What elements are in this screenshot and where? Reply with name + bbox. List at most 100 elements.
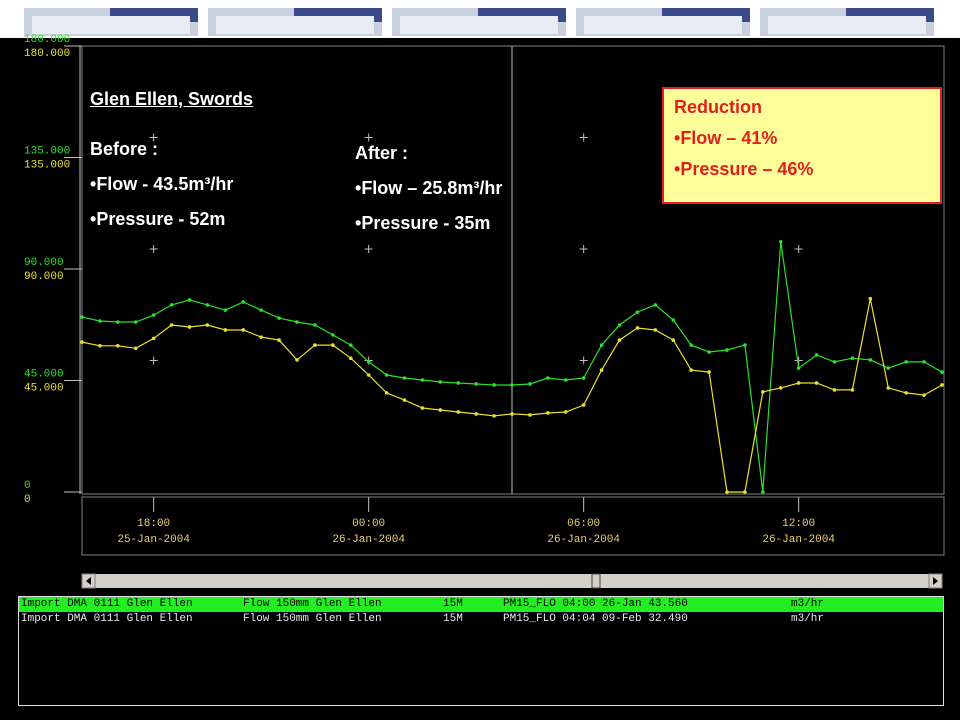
point <box>116 320 120 324</box>
point <box>617 323 622 327</box>
point <box>546 411 550 415</box>
point <box>922 360 926 364</box>
point <box>832 360 837 364</box>
table-row[interactable]: Import DMA 0111 Glen Ellen Flow 150mm Gle… <box>19 597 943 612</box>
point <box>904 391 908 395</box>
point <box>599 343 604 347</box>
point <box>313 323 317 327</box>
table-cell: m3/hr <box>791 613 825 625</box>
point <box>528 413 532 417</box>
point <box>474 382 478 386</box>
before-item: Flow - 43.5m³/hr <box>90 174 233 195</box>
point <box>743 343 747 347</box>
x-tick-label: 06:00 <box>567 518 600 530</box>
site-title: Glen Ellen, Swords <box>90 89 254 109</box>
after-box: After : Flow – 25.8m³/hr Pressure - 35m <box>355 143 502 234</box>
point <box>80 315 84 319</box>
point <box>832 388 837 392</box>
point <box>904 360 908 364</box>
y-tick-label: 45.000 <box>24 368 64 380</box>
table-cell: Import DMA 0111 Glen Ellen <box>21 598 193 610</box>
x-tick-label: 18:00 <box>137 518 170 530</box>
point <box>187 325 192 329</box>
scrollbar[interactable] <box>81 573 943 589</box>
point <box>295 320 299 324</box>
point <box>868 358 873 362</box>
point <box>940 383 944 387</box>
point <box>80 340 84 344</box>
point <box>581 376 586 380</box>
after-item: Pressure - 35m <box>355 213 502 234</box>
point <box>617 338 622 342</box>
point <box>510 412 514 416</box>
reduction-title: Reduction <box>674 97 762 117</box>
point <box>850 388 855 392</box>
after-title: After : <box>355 143 408 163</box>
reduction-item: Flow – 41% <box>674 128 932 149</box>
table-row[interactable]: Import DMA 0111 Glen Ellen Flow 150mm Gle… <box>19 612 943 627</box>
grid-cross <box>794 356 803 365</box>
point <box>169 323 174 327</box>
point <box>778 239 783 244</box>
point <box>366 373 371 377</box>
grid-cross <box>579 356 588 365</box>
point <box>796 366 801 370</box>
y-tick-label: 135.000 <box>24 159 70 171</box>
y-tick-label: 180.000 <box>24 34 70 46</box>
point <box>599 368 604 372</box>
point <box>259 335 263 339</box>
point <box>635 326 640 330</box>
point <box>671 338 676 342</box>
point <box>725 490 729 494</box>
point <box>295 358 299 362</box>
point <box>259 308 263 312</box>
before-item: Pressure - 52m <box>90 209 233 230</box>
point <box>546 376 550 380</box>
point <box>653 303 658 307</box>
point <box>438 380 443 384</box>
y-tick-label: 180.000 <box>24 48 70 60</box>
y-tick-label: 0 <box>24 480 31 492</box>
point <box>886 366 891 370</box>
reduction-item: Pressure – 46% <box>674 159 932 180</box>
point <box>761 390 765 394</box>
point <box>528 382 532 386</box>
point <box>814 381 819 385</box>
grid-cross <box>149 356 158 365</box>
table-cell: 15M <box>443 598 463 610</box>
point <box>277 338 281 342</box>
x-tick-label: 26-Jan-2004 <box>547 534 620 546</box>
point <box>689 368 693 372</box>
point <box>420 406 425 410</box>
point <box>205 303 210 307</box>
point <box>420 378 425 382</box>
point <box>223 328 228 332</box>
point <box>241 328 246 332</box>
table-cell: PM15_FLO 04:00 26-Jan 43.560 <box>503 598 688 610</box>
x-tick-label: 12:00 <box>782 518 815 530</box>
y-tick-label: 90.000 <box>24 257 64 269</box>
x-tick-label: 00:00 <box>352 518 385 530</box>
point <box>563 378 568 382</box>
point <box>402 398 407 402</box>
point <box>922 393 926 397</box>
x-tick-label: 25-Jan-2004 <box>117 534 190 546</box>
point <box>331 333 335 337</box>
point <box>151 313 156 317</box>
x-tick-label: 26-Jan-2004 <box>332 534 405 546</box>
grid-cross <box>149 133 158 142</box>
y-tick-label: 45.000 <box>24 382 64 394</box>
point <box>743 490 747 494</box>
point <box>707 350 711 354</box>
point <box>223 308 228 312</box>
point <box>384 373 389 377</box>
after-item: Flow – 25.8m³/hr <box>355 178 502 199</box>
point <box>581 403 586 407</box>
y-tick-label: 0 <box>24 494 31 506</box>
point <box>98 344 102 348</box>
grid-cross <box>364 245 373 253</box>
point <box>384 391 389 395</box>
point <box>348 356 353 361</box>
point <box>796 381 801 385</box>
